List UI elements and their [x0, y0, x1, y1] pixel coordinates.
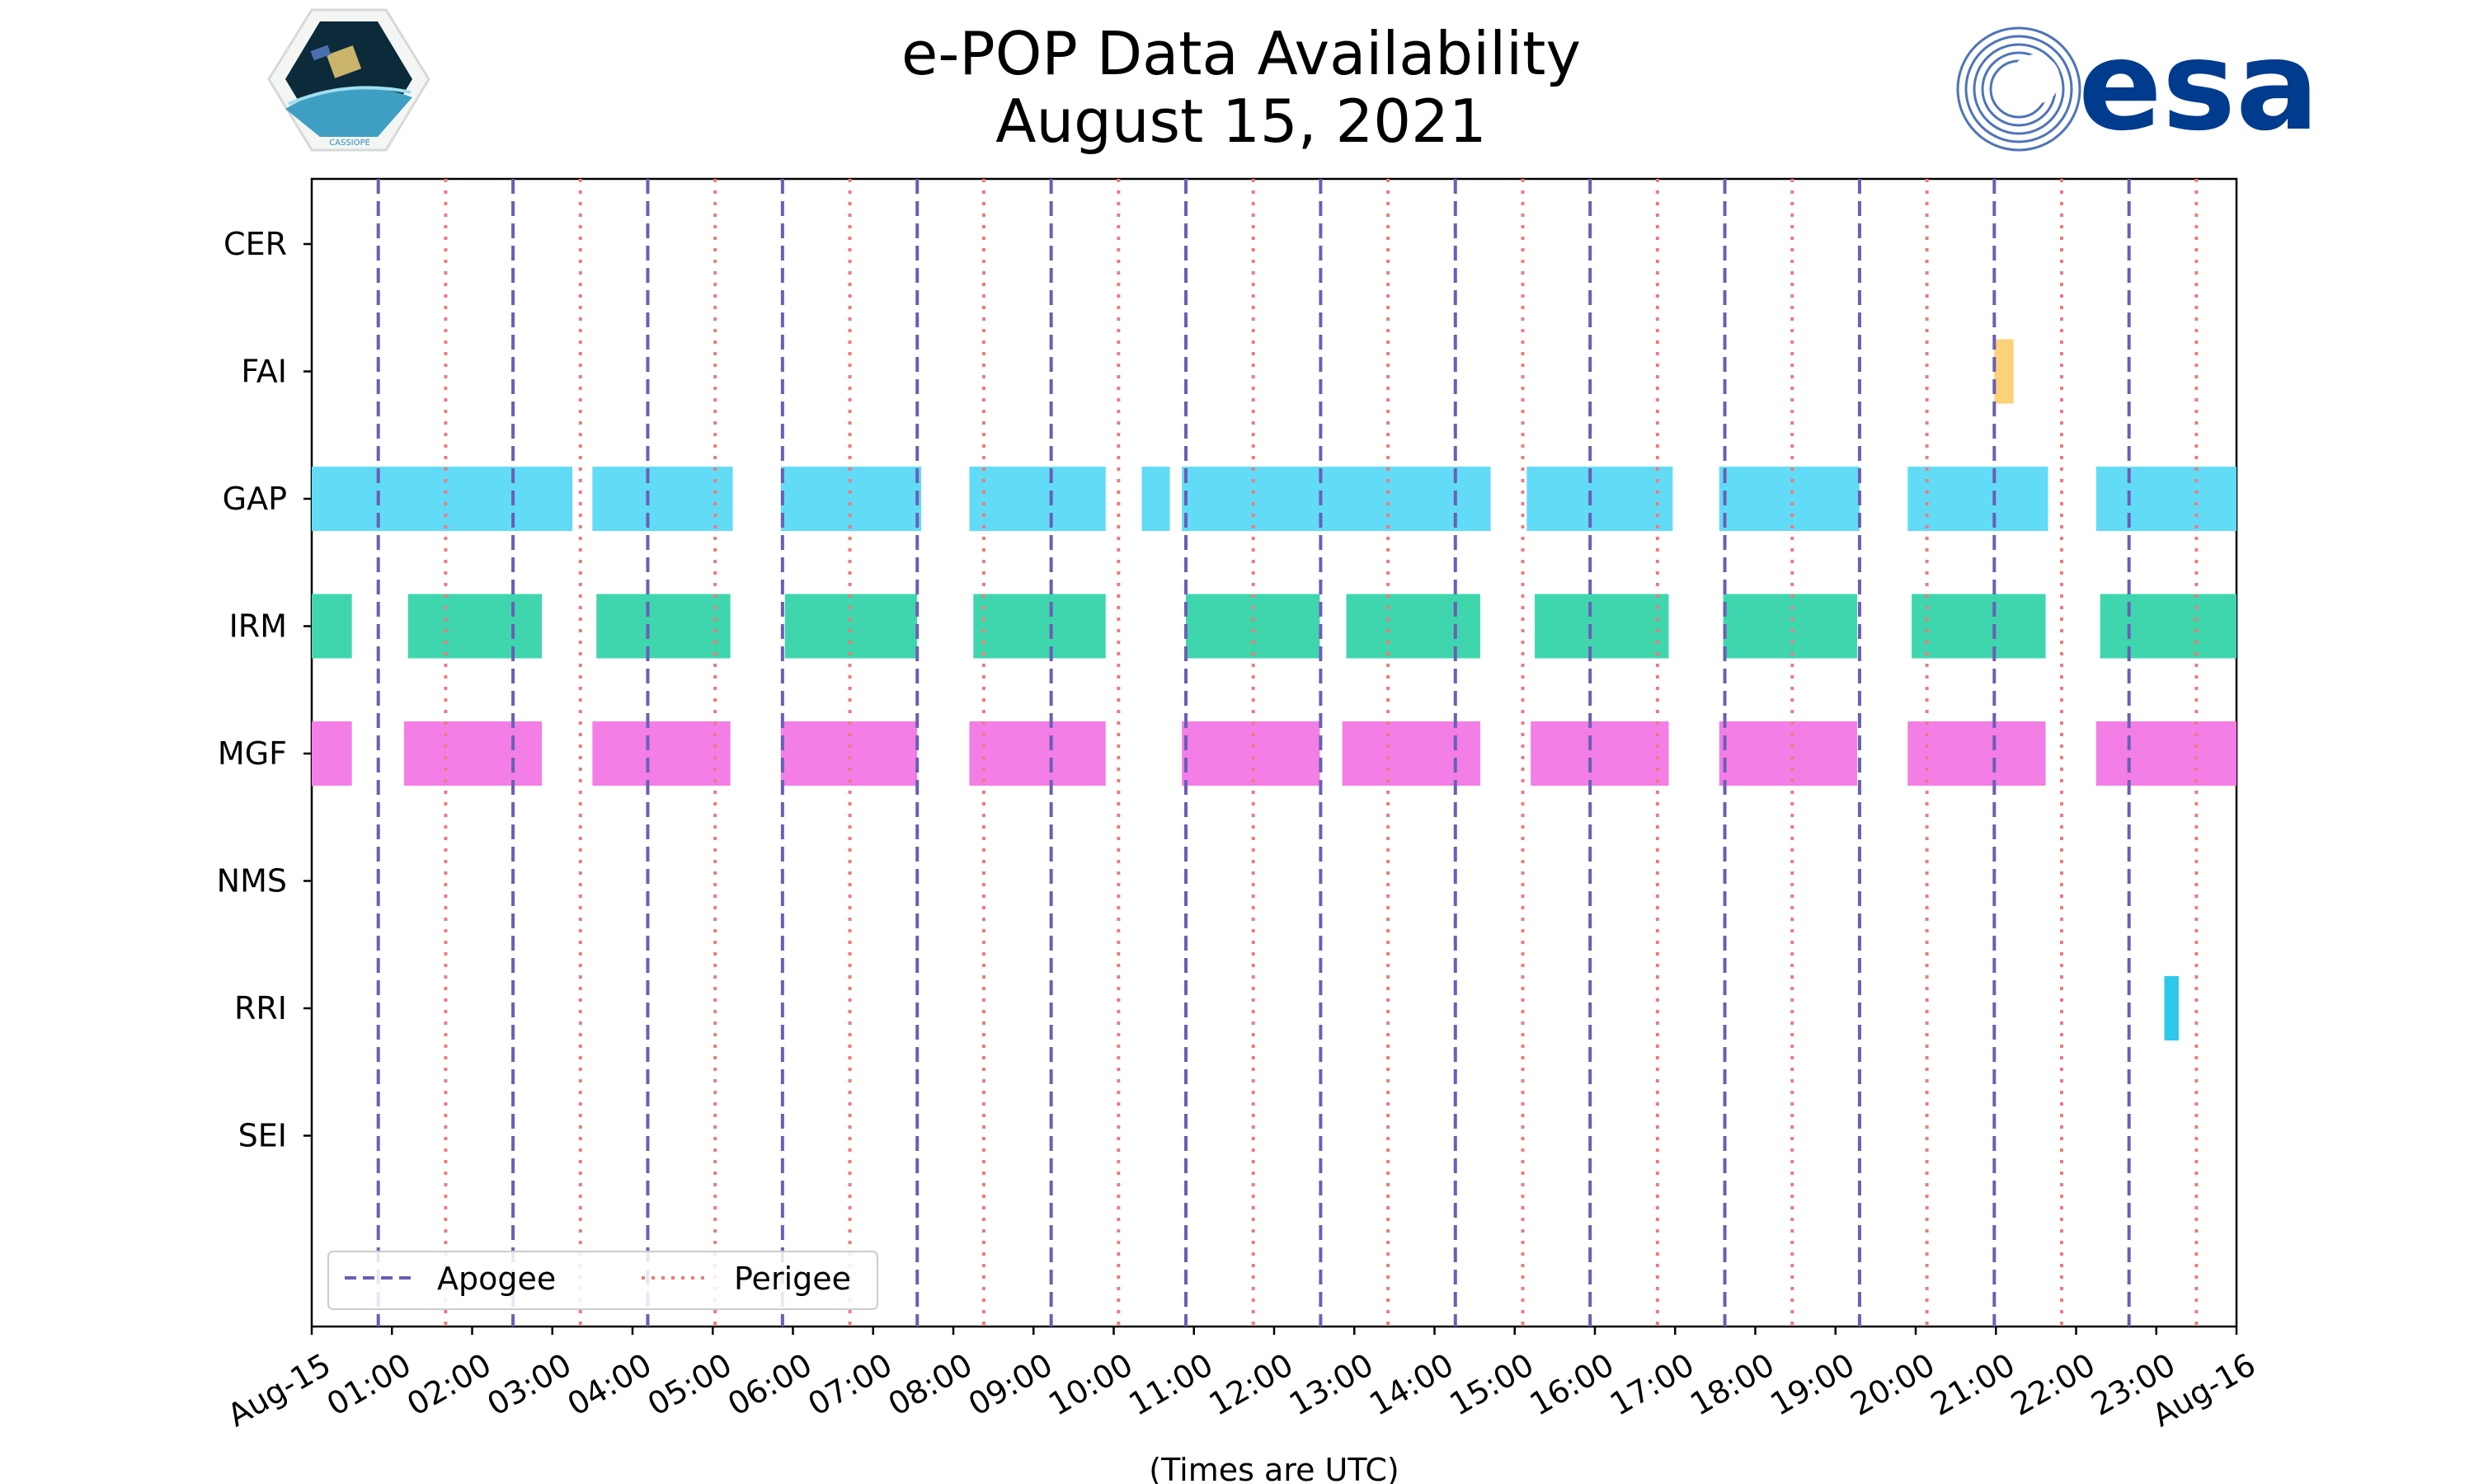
x-tick-label: 10:00 — [1042, 1346, 1139, 1423]
bar-irm — [2100, 594, 2236, 659]
x-tick-label: 05:00 — [642, 1346, 738, 1423]
y-tick-label: FAI — [241, 354, 287, 390]
bar-gap — [1526, 467, 1673, 531]
bar-irm — [1912, 594, 2046, 659]
bar-irm — [1186, 594, 1320, 659]
esa-logo: esa — [1956, 15, 2319, 158]
x-tick-label: 22:00 — [2005, 1346, 2101, 1423]
x-tick-label: 18:00 — [1684, 1346, 1780, 1423]
bar-mgf — [1182, 721, 1320, 786]
bar-mgf — [1907, 721, 2046, 786]
bar-irm — [784, 594, 918, 659]
bar-mgf — [780, 721, 918, 786]
cassiope-logo: CASSIOPE — [267, 8, 430, 152]
chart-title-line1: e-POP Data Availability — [901, 19, 1581, 88]
bar-irm — [1535, 594, 1669, 659]
x-tick-label: 13:00 — [1283, 1346, 1380, 1423]
bar-irm — [312, 594, 352, 659]
y-axis: CER FAI GAP IRM MGF NMS RRI SEI — [217, 226, 312, 1154]
x-tick-label: 15:00 — [1443, 1346, 1540, 1423]
bar-irm — [596, 594, 731, 659]
x-axis: Aug-1501:0002:0003:0004:0005:0006:0007:0… — [221, 1327, 2262, 1434]
legend-perigee-label: Perigee — [734, 1261, 851, 1297]
y-tick-label: SEI — [238, 1118, 287, 1154]
bar-rri — [2164, 976, 2179, 1040]
bar-mgf — [2095, 721, 2236, 786]
x-tick-label: 16:00 — [1524, 1346, 1620, 1423]
cassiope-logo-text: CASSIOPE — [329, 139, 370, 148]
data-bars — [312, 339, 2236, 1040]
x-tick-label: 08:00 — [882, 1346, 979, 1423]
x-tick-label: 01:00 — [321, 1346, 417, 1423]
bar-mgf — [403, 721, 543, 786]
bar-gap — [1141, 467, 1170, 531]
bar-mgf — [1531, 721, 1669, 786]
bar-irm — [973, 594, 1106, 659]
bar-gap — [312, 467, 573, 531]
bar-gap — [1719, 467, 1860, 531]
x-tick-label: 17:00 — [1604, 1346, 1700, 1423]
x-tick-label: 20:00 — [1845, 1346, 1941, 1423]
x-tick-label: 09:00 — [962, 1346, 1059, 1423]
orbit-markers — [376, 179, 2199, 1327]
y-tick-label: RRI — [234, 990, 287, 1026]
bar-mgf — [969, 721, 1106, 786]
bar-gap — [592, 467, 733, 531]
bar-gap — [780, 467, 922, 531]
bar-mgf — [1719, 721, 1858, 786]
x-tick-label: 14:00 — [1363, 1346, 1460, 1423]
bar-irm — [1346, 594, 1480, 659]
bar-mgf — [1342, 721, 1480, 786]
x-tick-label: 02:00 — [401, 1346, 497, 1423]
x-tick-label: 19:00 — [1764, 1346, 1860, 1423]
x-tick-label: Aug-15 — [221, 1346, 336, 1434]
legend: Apogee Perigee — [327, 1251, 878, 1310]
y-tick-label: GAP — [223, 481, 287, 517]
bar-irm — [1723, 594, 1858, 659]
x-tick-label: 06:00 — [722, 1346, 818, 1423]
y-tick-label: IRM — [229, 608, 287, 645]
chart-title-line2: August 15, 2021 — [995, 87, 1486, 156]
bar-fai — [1994, 339, 2014, 404]
bar-gap — [969, 467, 1106, 531]
bar-irm — [407, 594, 543, 659]
legend-box — [327, 1251, 878, 1310]
x-tick-label: 21:00 — [1925, 1346, 2021, 1423]
bar-gap — [1182, 467, 1491, 531]
esa-logo-text: esa — [2078, 15, 2319, 158]
x-axis-title: (Times are UTC) — [1149, 1452, 1399, 1484]
y-tick-label: MGF — [218, 735, 287, 772]
legend-apogee-label: Apogee — [437, 1261, 556, 1297]
x-tick-label: 11:00 — [1122, 1346, 1219, 1423]
bar-mgf — [592, 721, 731, 786]
x-tick-label: 07:00 — [802, 1346, 898, 1423]
bar-mgf — [312, 721, 352, 786]
bar-gap — [1907, 467, 2048, 531]
x-tick-label: 04:00 — [562, 1346, 658, 1423]
x-tick-label: 03:00 — [481, 1346, 577, 1423]
bar-gap — [2095, 467, 2236, 531]
y-tick-label: CER — [223, 226, 287, 262]
y-tick-label: NMS — [217, 863, 287, 899]
x-tick-label: 12:00 — [1203, 1346, 1300, 1423]
